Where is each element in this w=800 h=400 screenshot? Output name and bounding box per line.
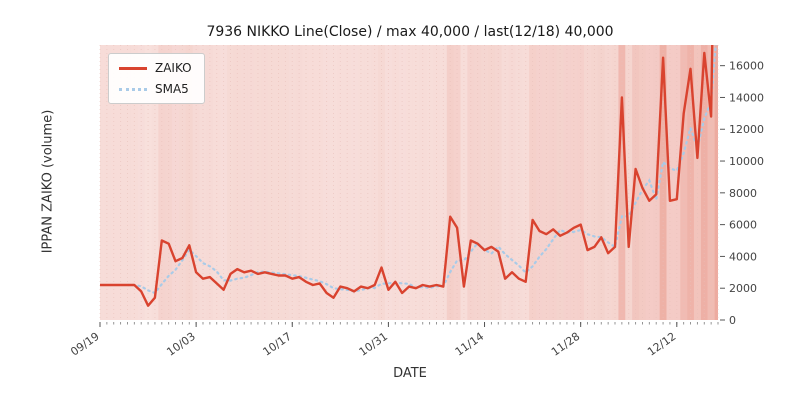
legend-entry-zaiko: ZAIKO: [119, 61, 192, 75]
legend: ZAIKO SMA5: [108, 53, 205, 104]
x-tick-label: 11/14: [453, 330, 486, 359]
y-tick-label: 6000: [729, 219, 757, 232]
x-tick-label: 10/17: [261, 330, 294, 359]
y-tick-label: 8000: [729, 187, 757, 200]
x-tick-label: 12/12: [645, 330, 678, 359]
y-tick-label: 0: [729, 314, 736, 327]
legend-entry-sma5: SMA5: [119, 82, 192, 96]
x-axis: 09/19 10/03 10/17 10/31 11/14 11/28 12/12: [68, 322, 719, 359]
legend-label-sma5: SMA5: [155, 82, 189, 96]
y-tick-label: 4000: [729, 250, 757, 263]
chart-title: 7936 NIKKO Line(Close) / max 40,000 / la…: [206, 24, 614, 40]
x-tick-label: 11/28: [549, 330, 582, 359]
y-axis: 0 2000 4000 6000 8000 10000 12000 14000 16000: [720, 60, 764, 327]
y-tick-label: 10000: [729, 155, 764, 168]
zaiko-line-swatch-icon: [119, 66, 147, 70]
y-tick-label: 2000: [729, 282, 757, 295]
sma5-line-swatch-icon: [119, 87, 147, 91]
background-bands: [100, 45, 718, 320]
x-axis-label: DATE: [393, 366, 427, 381]
sma5-line: [126, 45, 717, 295]
x-tick-label: 09/19: [68, 330, 101, 359]
y-tick-label: 16000: [729, 60, 764, 73]
x-tick-label: 10/03: [164, 330, 197, 359]
legend-label-zaiko: ZAIKO: [155, 61, 192, 75]
x-tick-label: 10/31: [357, 330, 390, 359]
y-tick-label: 14000: [729, 91, 764, 104]
y-tick-label: 12000: [729, 123, 764, 136]
zaiko-line: [100, 45, 714, 307]
